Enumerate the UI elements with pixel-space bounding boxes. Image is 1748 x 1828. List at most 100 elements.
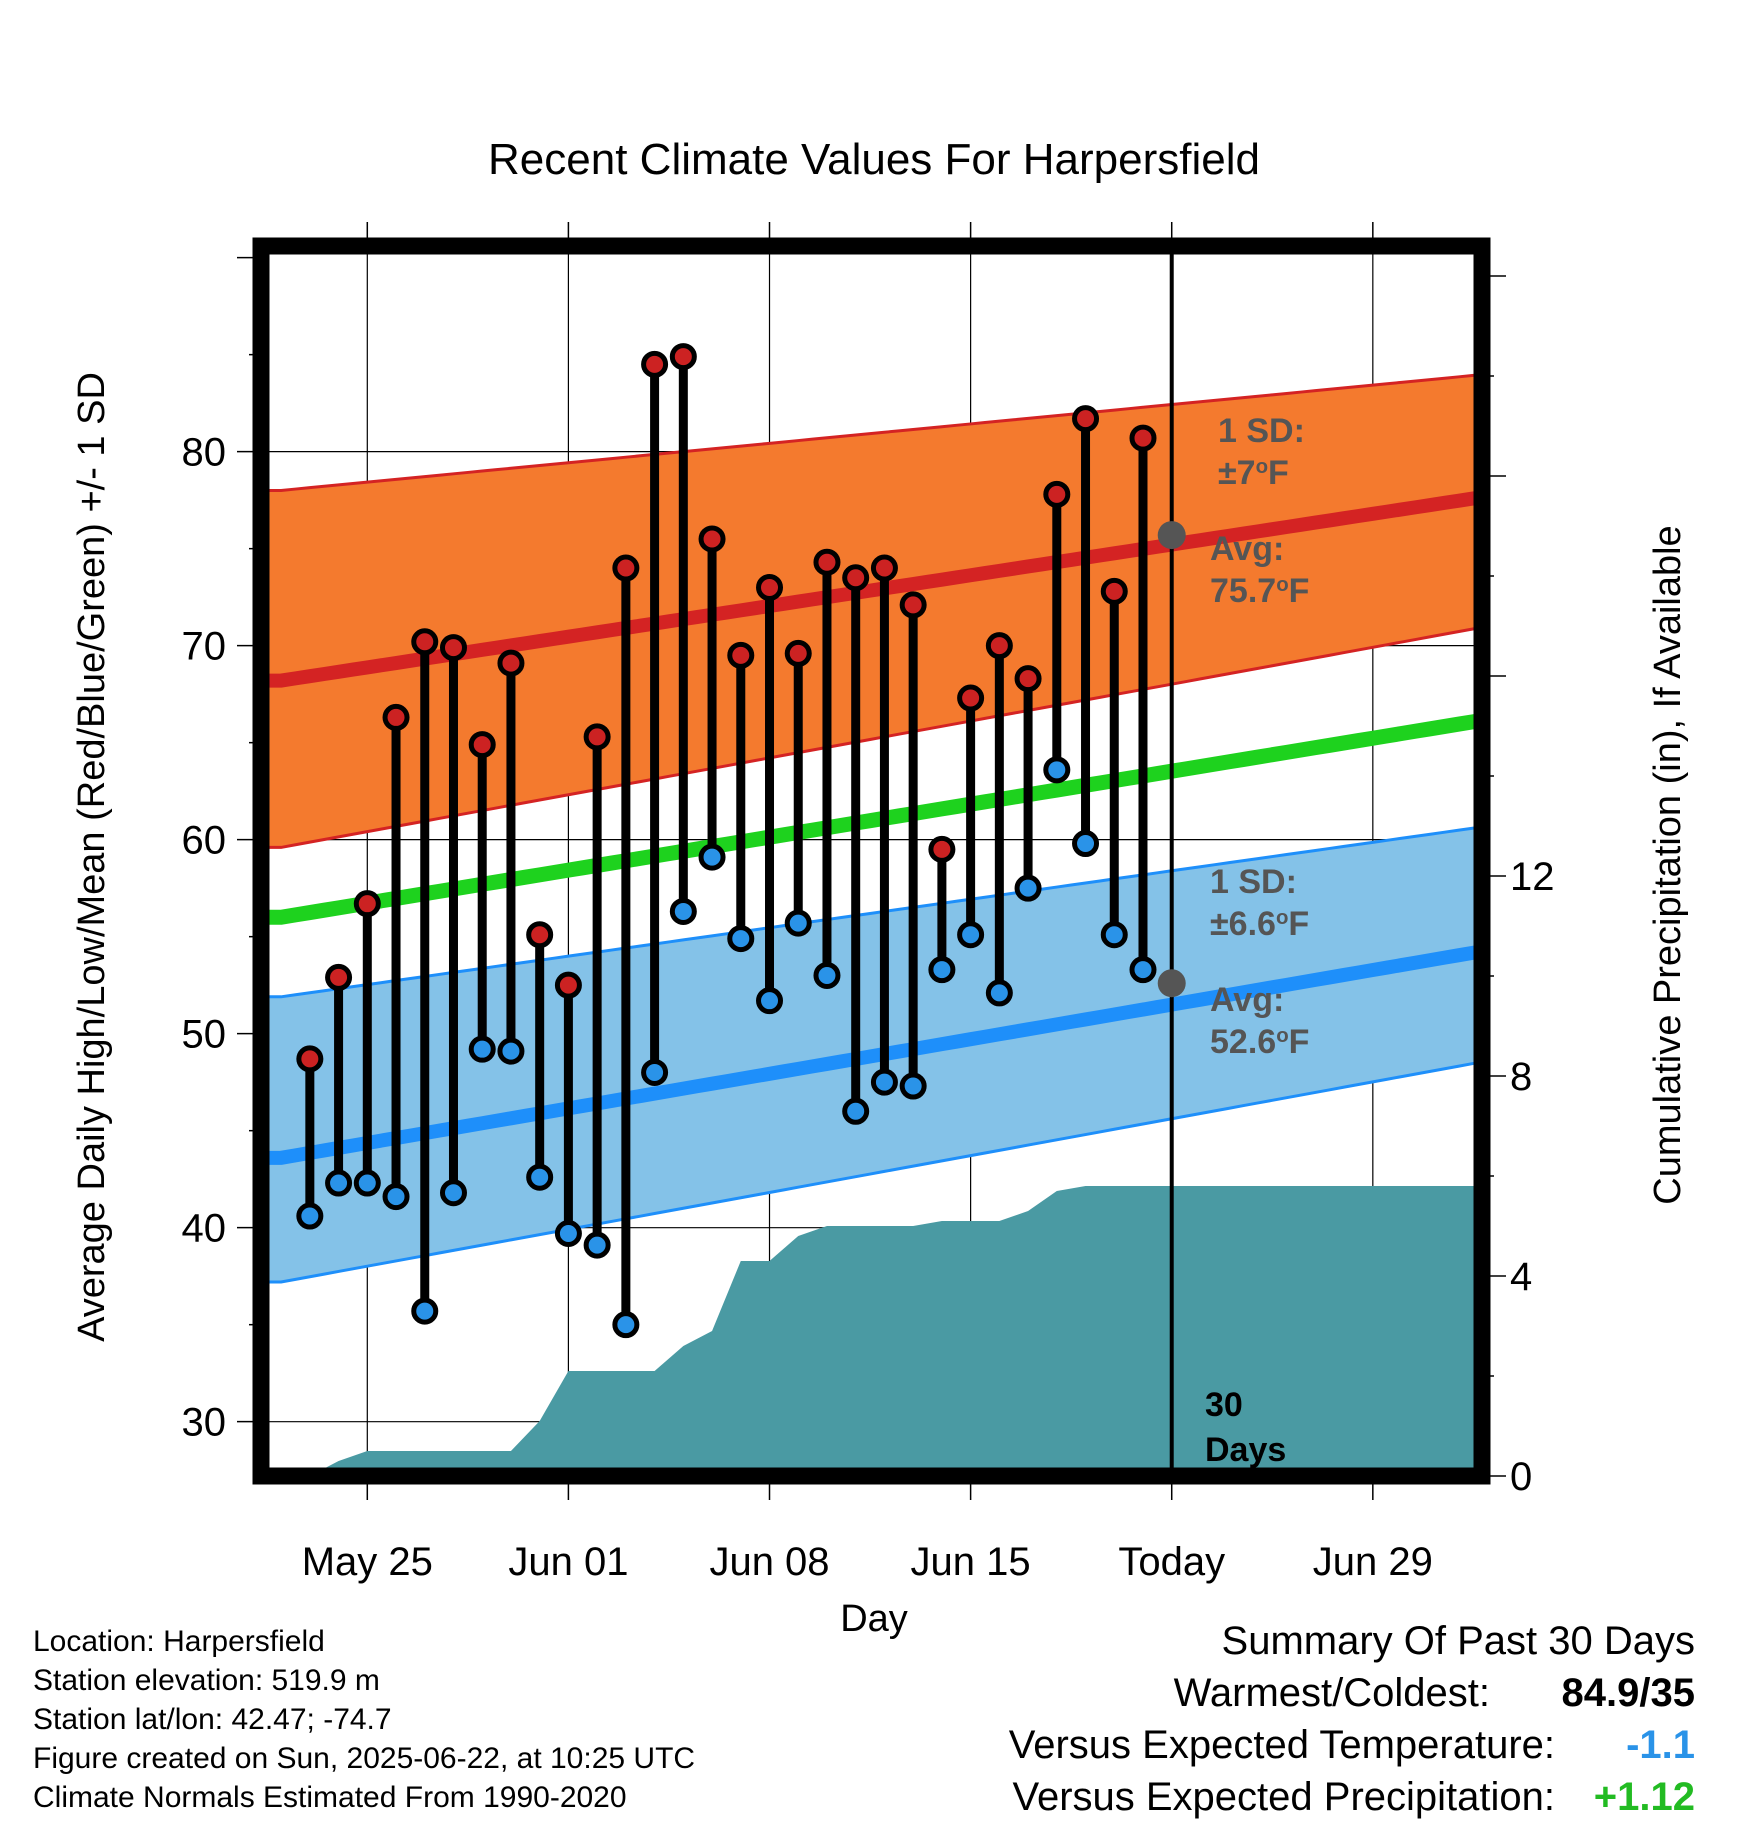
- daily-low-point: [526, 1163, 554, 1191]
- plot-inner: [261, 246, 1482, 1476]
- daily-high-point: [928, 835, 956, 863]
- daily-high-point: [784, 639, 812, 667]
- daily-low-point: [468, 1035, 496, 1063]
- daily-low-point: [842, 1097, 870, 1125]
- high-sd-value-part: o: [1256, 456, 1268, 478]
- x-tick-label: Jun 01: [508, 1540, 628, 1584]
- daily-low-point: [382, 1183, 410, 1211]
- daily-low-point: [870, 1068, 898, 1096]
- normals-text: Climate Normals Estimated From 1990-2020: [33, 1781, 627, 1814]
- daily-low-point: [497, 1037, 525, 1065]
- daily-low-point: [669, 897, 697, 925]
- high-sd-label: 1 SD:: [1218, 412, 1305, 450]
- daily-low-point: [411, 1297, 439, 1325]
- high-sd-label-part: 1 SD:: [1218, 412, 1305, 450]
- daily-high-point: [612, 554, 640, 582]
- y-tick-label: 30: [182, 1401, 227, 1445]
- temp-value: -1.1: [1626, 1723, 1695, 1767]
- daily-high-point: [698, 525, 726, 553]
- daily-high-point: [870, 554, 898, 582]
- daily-high-point: [985, 632, 1013, 660]
- temp-label: Versus Expected Temperature:: [1008, 1723, 1555, 1767]
- daily-low-point: [957, 921, 985, 949]
- y2-tick-label: 12: [1510, 855, 1555, 899]
- daily-high-point: [526, 921, 554, 949]
- y2-axis-label: Cumulative Precipitation (in), If Availa…: [1647, 525, 1689, 1204]
- daily-low-point: [698, 843, 726, 871]
- x-tick-label: Jun 29: [1313, 1540, 1433, 1584]
- daily-low-point: [784, 909, 812, 937]
- low-avg-label-part: Avg:: [1210, 981, 1284, 1019]
- y-tick-label: 50: [182, 1013, 227, 1057]
- daily-high-point: [813, 548, 841, 576]
- y-axis-label: Average Daily High/Low/Mean (Red/Blue/Gr…: [71, 372, 113, 1342]
- latlon-text: Station lat/lon: 42.47; -74.7: [33, 1703, 392, 1736]
- chart-title: Recent Climate Values For Harpersfield: [488, 135, 1260, 184]
- daily-high-point: [353, 890, 381, 918]
- high-sd-value-part: ±7: [1218, 454, 1256, 492]
- daily-low-point: [439, 1179, 467, 1207]
- daily-low-point: [325, 1169, 353, 1197]
- summary-title: Summary Of Past 30 Days: [1221, 1619, 1695, 1663]
- y-tick-label: 80: [182, 431, 227, 475]
- summary-warm-cold: Warmest/Coldest: 84.9/35: [1009, 1667, 1695, 1719]
- low-sd-value-part: o: [1276, 907, 1288, 929]
- high-avg-label: Avg:: [1210, 530, 1284, 568]
- daily-high-point: [439, 634, 467, 662]
- precip-area: [281, 1186, 1482, 1476]
- daily-low-point: [1100, 921, 1128, 949]
- daily-high-point: [842, 564, 870, 592]
- x-axis-label: Day: [840, 1598, 908, 1640]
- daily-low-point: [727, 925, 755, 953]
- y2-tick-label: 8: [1510, 1055, 1532, 1099]
- low-sd-value-part: ±6.6: [1210, 905, 1276, 943]
- low-avg-value: 52.6oF: [1210, 1023, 1309, 1061]
- low-sd-value: ±6.6oF: [1210, 905, 1309, 943]
- high-avg-value-part: o: [1276, 574, 1288, 596]
- high-sd-band-lower-edge: [261, 625, 1482, 849]
- high-sd-band: [261, 374, 1482, 848]
- station-info: Location: Harpersfield Station elevation…: [33, 1622, 695, 1817]
- daily-low-point: [928, 956, 956, 984]
- daily-low-point: [641, 1058, 669, 1086]
- x-tick-label: Jun 08: [709, 1540, 829, 1584]
- daily-high-point: [325, 963, 353, 991]
- daily-high-point: [756, 573, 784, 601]
- daily-high-point: [669, 343, 697, 371]
- high-avg-label-part: Avg:: [1210, 530, 1284, 568]
- daily-low-point: [583, 1231, 611, 1259]
- daily-low-point: [1043, 756, 1071, 784]
- daily-high-point: [468, 731, 496, 759]
- daily-low-point: [813, 961, 841, 989]
- low-sd-band-upper-edge: [261, 825, 1482, 999]
- days-count-label: 30: [1205, 1386, 1243, 1424]
- high-avg-value-part: F: [1289, 572, 1310, 610]
- high-sd-value-part: F: [1268, 454, 1289, 492]
- low-avg-label: Avg:: [1210, 981, 1284, 1019]
- high-avg-value: 75.7oF: [1210, 572, 1309, 610]
- y-tick-label: 40: [182, 1207, 227, 1251]
- precip-label: Versus Expected Precipitation:: [1012, 1775, 1555, 1819]
- daily-high-point: [1129, 424, 1157, 452]
- daily-high-point: [554, 971, 582, 999]
- daily-high-point: [411, 628, 439, 656]
- daily-high-point: [497, 649, 525, 677]
- daily-low-point: [612, 1311, 640, 1339]
- y-tick-label: 70: [182, 625, 227, 669]
- daily-low-point: [1129, 956, 1157, 984]
- y2-tick-label: 4: [1510, 1255, 1532, 1299]
- low-sd-band-lower-edge: [261, 1060, 1482, 1284]
- daily-low-point: [756, 987, 784, 1015]
- daily-low-point: [353, 1169, 381, 1197]
- daily-low-point: [554, 1219, 582, 1247]
- x-tick-label: Today: [1118, 1540, 1225, 1584]
- warm-cold-value: 84.9/35: [1561, 1671, 1695, 1715]
- low-avg-value-part: F: [1289, 1023, 1310, 1061]
- low-sd-label: 1 SD:: [1210, 863, 1297, 901]
- summary-temp: Versus Expected Temperature: -1.1: [1009, 1719, 1695, 1771]
- high-avg-value-part: 75.7: [1210, 572, 1276, 610]
- high-sd-value: ±7oF: [1218, 454, 1289, 492]
- elevation-text: Station elevation: 519.9 m: [33, 1664, 380, 1697]
- summary-precip: Versus Expected Precipitation: +1.12: [1009, 1771, 1695, 1823]
